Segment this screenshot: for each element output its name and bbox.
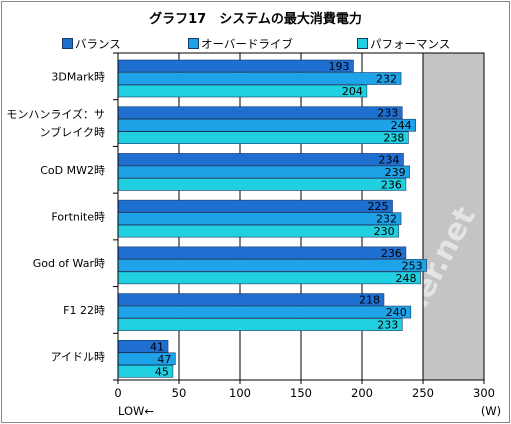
x-tick-label: 0: [114, 386, 121, 400]
bar-value-label: 244: [391, 119, 412, 132]
shaded-region: [423, 53, 484, 380]
bar: [117, 153, 404, 166]
bar-value-label: 253: [402, 259, 423, 272]
bar-value-label: 232: [376, 213, 397, 226]
bar: [117, 318, 403, 331]
category-label: 3DMark時: [51, 70, 105, 83]
x-tick-label: 300: [473, 386, 495, 400]
x-tick-label: 100: [229, 386, 251, 400]
bar-value-label: 45: [155, 365, 169, 378]
bar: [117, 84, 368, 98]
category-label: F1 22時: [63, 304, 105, 317]
bar-value-label: 240: [386, 306, 407, 319]
bar-value-label: 41: [150, 340, 164, 353]
bar-value-label: 248: [396, 272, 417, 285]
bar: [117, 59, 354, 73]
x-axis-note: LOW←: [118, 404, 154, 418]
bar: [117, 199, 393, 213]
bar: [117, 106, 403, 120]
bar: [117, 224, 399, 238]
bar: [117, 72, 402, 85]
legend-swatch: [62, 38, 73, 49]
bar-value-label: 239: [385, 166, 406, 179]
x-tick-label: 150: [290, 386, 312, 400]
legend-swatch: [357, 38, 368, 49]
bar-value-label: 236: [381, 247, 402, 260]
bar-value-label: 233: [377, 107, 398, 120]
category-label: ンブレイク時: [40, 125, 105, 139]
category-label: Fortnite時: [51, 211, 105, 224]
bar-value-label: 204: [342, 85, 363, 98]
legend-item-balance: バランス: [62, 36, 121, 52]
x-tick-label: 200: [351, 386, 373, 400]
bar-value-label: 236: [381, 178, 402, 191]
legend-item-performance: パフォーマンス: [357, 36, 450, 52]
category-label: モンハンライズ：サ: [6, 107, 105, 121]
bar: [117, 118, 416, 132]
x-tick-label: 50: [172, 386, 187, 400]
category-label: CoD MW2時: [40, 164, 105, 177]
legend-label: パフォーマンス: [370, 37, 451, 51]
bar-value-label: 47: [157, 353, 171, 366]
bar-value-label: 230: [374, 225, 395, 238]
bar: [117, 246, 407, 260]
bar-value-label: 218: [359, 294, 380, 307]
bar: [117, 165, 410, 179]
bar: [117, 293, 385, 306]
category-label: アイドル時: [51, 351, 105, 364]
bar: [117, 305, 412, 319]
legend-item-overdrive: オーバードライブ: [188, 36, 293, 52]
legend-label: オーバードライブ: [201, 37, 293, 51]
legend-label: バランス: [75, 37, 121, 51]
chart-title: グラフ17 システムの最大消費電力: [149, 12, 362, 27]
bar: [117, 259, 427, 272]
bar-value-label: 225: [368, 200, 389, 213]
x-axis-unit: (W): [481, 404, 501, 418]
bar-value-label: 233: [377, 319, 398, 332]
legend-swatch: [188, 38, 199, 49]
bar-value-label: 234: [378, 153, 399, 166]
bar-value-label: 193: [328, 60, 349, 73]
bar: [117, 271, 421, 285]
bar-value-label: 232: [376, 73, 397, 86]
bar: [117, 212, 402, 225]
x-tick-label: 250: [412, 386, 434, 400]
bar-value-label: 238: [383, 132, 404, 145]
bar: [117, 131, 409, 145]
bar: [117, 178, 407, 191]
category-label: God of War時: [33, 257, 105, 270]
